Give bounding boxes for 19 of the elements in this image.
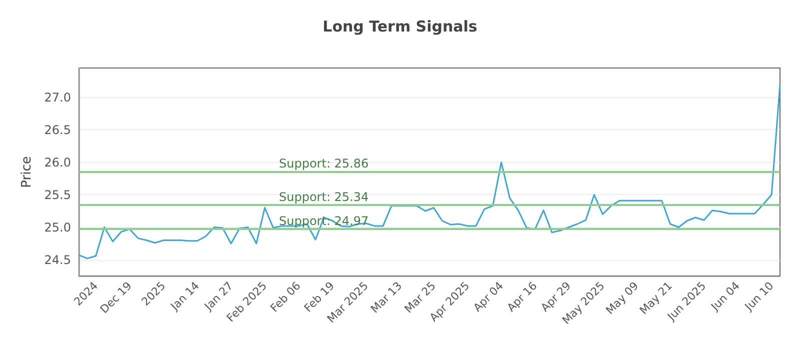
y-tick-label: 25.0 bbox=[44, 220, 71, 234]
x-tick-label: Jan 14 bbox=[168, 279, 202, 314]
y-tick-label: 26.0 bbox=[44, 155, 71, 170]
x-tick-label: Dec 19 bbox=[98, 279, 134, 316]
x-tick-label: Jun 04 bbox=[708, 279, 742, 314]
x-tick-label: Feb 06 bbox=[268, 279, 304, 315]
x-tick-label: Jun 10 bbox=[742, 279, 776, 314]
ref-line-label: Support: 25.86 bbox=[279, 156, 369, 170]
y-tick-label: 24.5 bbox=[44, 252, 71, 267]
x-tick-label: Mar 13 bbox=[368, 279, 405, 316]
line-series bbox=[78, 84, 781, 260]
y-tick-label: 26.5 bbox=[44, 122, 71, 137]
x-tick-label: Apr 16 bbox=[504, 279, 540, 314]
x-tick-label: Apr 04 bbox=[470, 279, 506, 314]
ref-line-label: Support: 25.34 bbox=[279, 190, 369, 204]
y-tick-label: 25.5 bbox=[44, 188, 71, 202]
y-axis-title: Price bbox=[19, 156, 34, 188]
y-tick-label: 27.0 bbox=[44, 90, 71, 104]
chart-title: Long Term Signals bbox=[322, 18, 478, 36]
